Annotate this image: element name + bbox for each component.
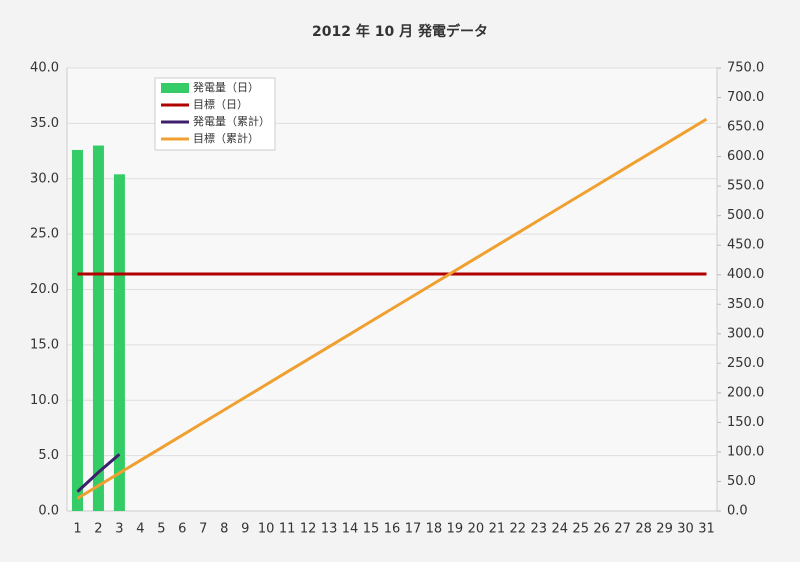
chart-title: 2012 年 10 月 発電データ [312, 23, 488, 40]
x-tick-label: 16 [384, 522, 401, 537]
y2-tick-label: 50.0 [727, 474, 756, 489]
x-tick-label: 27 [614, 522, 631, 537]
x-tick-label: 26 [593, 522, 610, 537]
x-tick-label: 17 [405, 522, 422, 537]
x-tick-label: 31 [698, 522, 715, 537]
x-tick-label: 24 [551, 522, 568, 537]
y2-tick-label: 0.0 [727, 504, 748, 519]
y2-tick-label: 150.0 [727, 415, 764, 430]
y2-tick-label: 200.0 [727, 385, 764, 400]
legend-label: 発電量（累計） [193, 114, 270, 128]
y-tick-label: 10.0 [30, 393, 59, 408]
x-tick-label: 9 [241, 522, 249, 537]
x-tick-label: 2 [94, 522, 102, 537]
x-tick-label: 15 [363, 522, 380, 537]
legend-label: 発電量（日） [193, 80, 259, 94]
line [76, 453, 121, 493]
y2-tick-label: 550.0 [727, 179, 764, 194]
x-tick-label: 5 [157, 522, 165, 537]
x-tick-label: 23 [531, 522, 548, 537]
y-tick-label: 5.0 [38, 448, 59, 463]
y2-tick-label: 700.0 [727, 90, 764, 105]
x-tick-label: 22 [510, 522, 527, 537]
y-tick-label: 35.0 [30, 116, 59, 131]
x-tick-label: 25 [572, 522, 589, 537]
legend-swatch [161, 83, 189, 93]
x-tick-label: 10 [258, 522, 275, 537]
x-tick-label: 29 [656, 522, 673, 537]
bar [92, 145, 104, 511]
x-tick-label: 20 [468, 522, 485, 537]
y2-tick-label: 750.0 [727, 61, 764, 76]
x-tick-label: 3 [115, 522, 123, 537]
y-tick-label: 40.0 [30, 61, 59, 76]
x-tick-label: 14 [342, 522, 359, 537]
x-tick-label: 13 [321, 522, 338, 537]
x-tick-label: 4 [136, 522, 144, 537]
y2-tick-label: 450.0 [727, 238, 764, 253]
legend-label: 目標（累計） [193, 131, 259, 145]
x-tick-label: 11 [279, 522, 296, 537]
legend-label: 目標（日） [193, 97, 248, 111]
x-tick-label: 12 [300, 522, 317, 537]
x-tick-label: 18 [426, 522, 443, 537]
x-tick-label: 30 [677, 522, 694, 537]
bar [113, 174, 125, 511]
y-tick-label: 25.0 [30, 227, 59, 242]
y2-tick-label: 250.0 [727, 356, 764, 371]
line [76, 117, 708, 500]
y2-tick-label: 650.0 [727, 120, 764, 135]
y2-tick-label: 300.0 [727, 326, 764, 341]
y2-tick-label: 400.0 [727, 267, 764, 282]
bar [71, 149, 83, 511]
x-tick-label: 6 [178, 522, 186, 537]
y2-tick-label: 350.0 [727, 297, 764, 312]
y2-tick-label: 500.0 [727, 208, 764, 223]
y2-tick-label: 600.0 [727, 149, 764, 164]
y-tick-label: 30.0 [30, 171, 59, 186]
x-tick-label: 7 [199, 522, 207, 537]
x-tick-label: 1 [73, 522, 81, 537]
y-tick-label: 20.0 [30, 282, 59, 297]
x-tick-label: 8 [220, 522, 228, 537]
x-tick-label: 21 [489, 522, 506, 537]
y-tick-label: 0.0 [38, 504, 59, 519]
x-tick-label: 19 [447, 522, 464, 537]
x-tick-label: 28 [635, 522, 652, 537]
y-tick-label: 15.0 [30, 337, 59, 352]
y2-tick-label: 100.0 [727, 444, 764, 459]
